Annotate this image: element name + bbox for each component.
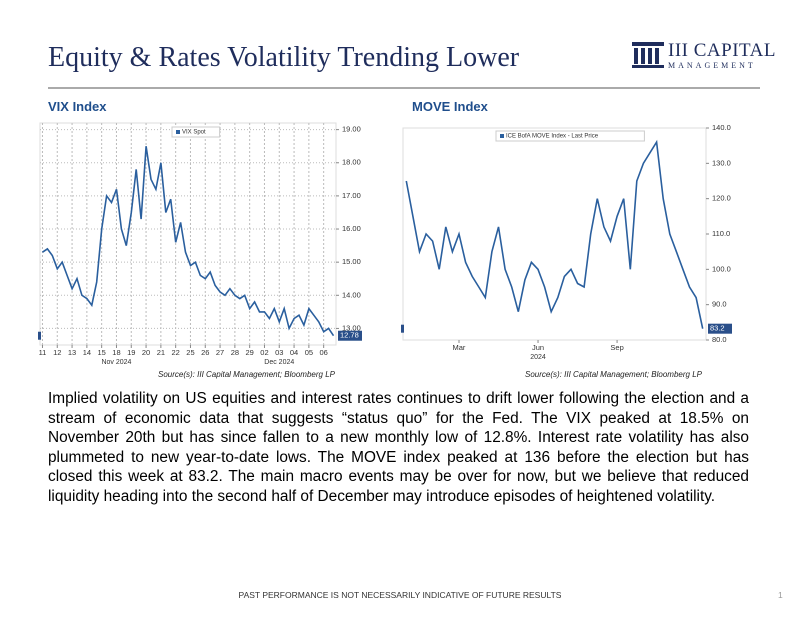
slide-title: Equity & Rates Volatility Trending Lower — [48, 42, 520, 73]
legend-label: VIX Spot — [182, 130, 206, 136]
x-tick-label: 20 — [142, 348, 150, 357]
chart-title: MOVE Index — [412, 99, 488, 114]
y-tick-label: 100.0 — [712, 264, 731, 273]
x-tick-label: 28 — [231, 348, 239, 357]
legend-swatch — [500, 134, 504, 138]
last-value-label: 12.78 — [340, 331, 359, 340]
x-group-label: 2024 — [530, 354, 546, 361]
last-value-label: 83.2 — [710, 324, 725, 333]
chart-source: Source(s): III Capital Management; Bloom… — [525, 370, 702, 379]
legend-swatch — [176, 130, 180, 134]
x-tick-label: 02 — [260, 348, 268, 357]
y-tick-label: 16.00 — [342, 224, 361, 233]
series-line — [42, 146, 335, 337]
x-tick-label: 22 — [171, 348, 179, 357]
x-tick-label: 05 — [305, 348, 313, 357]
x-tick-label: 29 — [245, 348, 253, 357]
x-tick-label: 19 — [127, 348, 135, 357]
x-tick-label: 06 — [319, 348, 327, 357]
y-tick-label: 80.0 — [712, 335, 727, 344]
x-tick-label: 04 — [290, 348, 298, 357]
x-tick-label: 14 — [83, 348, 91, 357]
y-tick-label: 130.0 — [712, 158, 731, 167]
last-value-box — [338, 330, 362, 341]
left-marker — [38, 331, 41, 340]
x-tick-label: 12 — [53, 348, 61, 357]
chart-title: VIX Index — [48, 99, 107, 114]
y-tick-label: 90.0 — [712, 300, 727, 309]
x-tick-label: Mar — [453, 343, 466, 352]
x-tick-label: 11 — [39, 348, 47, 357]
x-tick-label: Sep — [610, 343, 623, 352]
x-tick-label: 15 — [97, 348, 105, 357]
y-tick-label: 110.0 — [712, 229, 730, 238]
plot-area — [39, 122, 337, 346]
y-tick-label: 19.00 — [342, 125, 361, 134]
y-tick-label: 15.00 — [342, 257, 361, 266]
x-tick-label: 25 — [186, 348, 194, 357]
y-tick-label: 18.00 — [342, 158, 361, 167]
footer: PAST PERFORMANCE IS NOT NECESSARILY INDI… — [238, 590, 562, 600]
x-tick-label: 26 — [201, 348, 209, 357]
y-tick-label: 140.0 — [712, 123, 731, 132]
y-tick-label: 14.00 — [342, 290, 361, 299]
logo-text: III CAPITAL — [668, 40, 776, 61]
legend-box — [171, 126, 221, 138]
x-tick-label: 18 — [112, 348, 120, 357]
logo-icon — [632, 42, 664, 68]
body-text: Implied volatility on US equities and in… — [48, 390, 749, 505]
legend-box — [495, 130, 645, 142]
x-tick-label: 27 — [216, 348, 224, 357]
y-tick-label: 120.0 — [712, 194, 731, 203]
y-tick-label: 13.00 — [342, 323, 361, 332]
x-tick-label: 13 — [68, 348, 76, 357]
x-group-label: Dec 2024 — [264, 359, 294, 366]
last-value-box — [708, 323, 732, 334]
x-tick-label: Jun — [532, 343, 544, 352]
chart-source: Source(s): III Capital Management; Bloom… — [158, 370, 335, 379]
left-marker — [401, 324, 404, 333]
logo-subtext: MANAGEMENT — [668, 61, 756, 70]
x-tick-label: 21 — [157, 348, 165, 357]
y-tick-label: 17.00 — [342, 191, 361, 200]
series-line — [405, 139, 704, 329]
x-group-label: Nov 2024 — [101, 359, 131, 366]
page-number: 1 — [778, 590, 783, 600]
legend-label: ICE BofA MOVE Index - Last Price — [506, 134, 599, 140]
x-tick-label: 03 — [275, 348, 283, 357]
